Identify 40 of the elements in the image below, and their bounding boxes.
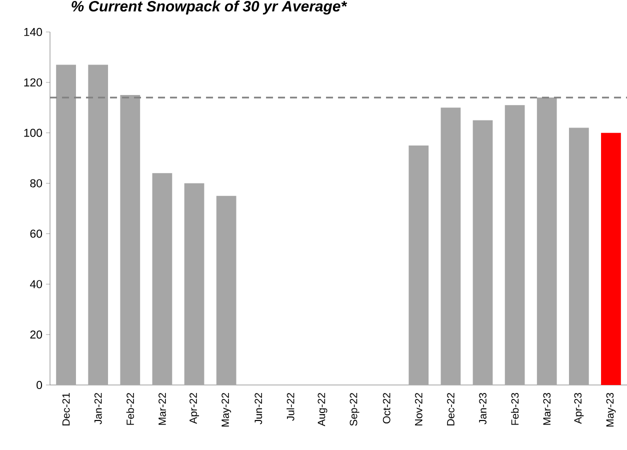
x-tick-label: Dec-22 bbox=[447, 393, 454, 426]
bar bbox=[152, 173, 172, 385]
x-tick-label: May-23 bbox=[606, 392, 616, 427]
y-tick-label: 40 bbox=[30, 280, 42, 288]
x-tick-label: Sep-22 bbox=[350, 393, 360, 426]
x-tick-label: Jun-22 bbox=[254, 393, 262, 424]
x-tick-label: Mar-22 bbox=[158, 393, 166, 425]
x-tick-label: Oct-22 bbox=[382, 393, 390, 424]
bar bbox=[120, 95, 140, 385]
bar bbox=[568, 128, 589, 385]
x-tick-label: Apr-23 bbox=[574, 392, 584, 424]
bar bbox=[408, 145, 429, 385]
x-tick-label: Nov-22 bbox=[414, 393, 422, 426]
x-tick-label: Aug-22 bbox=[318, 393, 328, 426]
y-tick-label: 20 bbox=[30, 330, 42, 339]
x-tick-label: Jul-22 bbox=[286, 393, 294, 421]
x-tick-label: May-22 bbox=[222, 393, 232, 427]
x-tick-label: Feb-22 bbox=[126, 393, 134, 425]
bar bbox=[440, 108, 461, 385]
y-tick-label: 0 bbox=[36, 380, 42, 390]
x-tick-label: Mar-23 bbox=[543, 392, 551, 425]
bar bbox=[472, 120, 493, 385]
bar bbox=[536, 98, 557, 385]
bar bbox=[504, 105, 525, 385]
x-tick-label: Apr-22 bbox=[190, 393, 199, 424]
bar bbox=[184, 183, 204, 385]
y-tick-label: 120 bbox=[24, 78, 42, 86]
x-tick-label: Jan-22 bbox=[94, 393, 102, 424]
bar bbox=[601, 132, 621, 385]
y-tick-label: 100 bbox=[24, 128, 42, 137]
y-tick-label: 140 bbox=[24, 28, 42, 36]
y-tick-label: 80 bbox=[30, 179, 42, 188]
bar bbox=[216, 196, 236, 385]
x-tick-label: Dec-21 bbox=[62, 393, 70, 426]
bar bbox=[88, 64, 108, 385]
bar bbox=[56, 64, 76, 385]
x-tick-label: Feb-23 bbox=[510, 392, 519, 425]
x-tick-label: Jan-23 bbox=[479, 392, 486, 424]
y-tick-label: 60 bbox=[30, 230, 42, 238]
chart-title: % Current Snowpack of 30 yr Average* bbox=[72, 0, 348, 14]
